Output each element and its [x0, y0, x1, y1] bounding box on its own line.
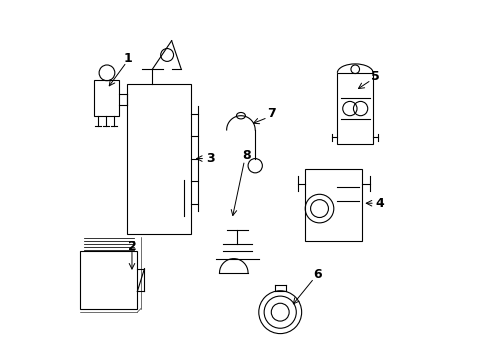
Text: 7: 7	[266, 107, 275, 120]
Text: 3: 3	[206, 152, 214, 165]
Text: 5: 5	[370, 70, 379, 83]
Text: 4: 4	[375, 197, 384, 210]
Text: 8: 8	[242, 149, 250, 162]
Text: 1: 1	[124, 52, 133, 65]
Text: 6: 6	[313, 268, 322, 281]
Text: 2: 2	[127, 240, 136, 253]
